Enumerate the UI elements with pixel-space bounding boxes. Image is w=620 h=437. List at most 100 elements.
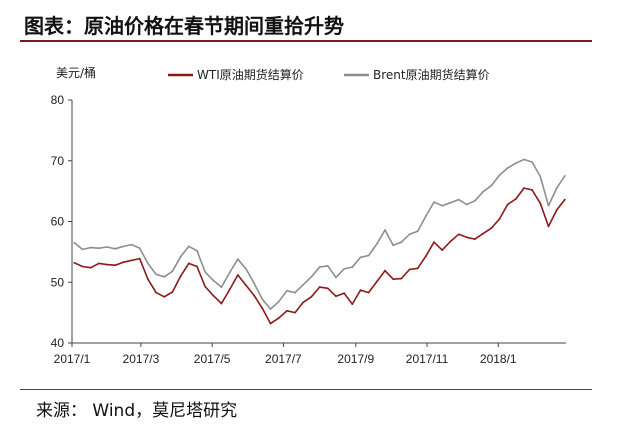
data-point: [98, 247, 100, 250]
y-axis-unit-label: 美元/桶: [56, 65, 96, 80]
data-point: [425, 255, 427, 257]
data-point: [457, 198, 460, 201]
data-point: [286, 289, 288, 292]
data-point: [106, 246, 108, 248]
x-tick-label: 2017/11: [406, 352, 449, 366]
data-point: [335, 295, 337, 298]
data-point: [147, 262, 149, 265]
data-point: [114, 264, 117, 267]
data-point: [261, 298, 264, 301]
data-point: [449, 201, 452, 204]
data-point: [555, 187, 558, 190]
data-point: [228, 288, 231, 291]
data-point: [261, 307, 264, 310]
data-point: [441, 204, 444, 207]
data-point: [490, 184, 493, 187]
data-point: [204, 271, 207, 273]
x-tick-label: 2017/7: [265, 352, 302, 366]
data-point: [245, 268, 247, 270]
series-layer: [73, 158, 566, 325]
data-point: [416, 267, 419, 270]
x-tick-label: 2018/1: [480, 352, 517, 366]
data-point: [204, 285, 207, 288]
data-point: [547, 225, 550, 228]
y-tick-label: 60: [51, 215, 65, 229]
x-tick-label: 2017/5: [194, 352, 231, 366]
data-point: [220, 302, 223, 305]
data-point: [147, 278, 149, 281]
data-point: [196, 249, 198, 252]
y-tick-label: 70: [51, 154, 65, 168]
data-point: [179, 275, 182, 278]
data-point: [253, 294, 256, 297]
data-point: [449, 240, 452, 243]
data-point: [73, 241, 76, 244]
data-point: [482, 190, 484, 193]
data-point: [73, 261, 76, 264]
data-point: [490, 227, 493, 230]
data-point: [286, 309, 288, 312]
data-point: [187, 245, 190, 248]
data-point: [408, 268, 411, 271]
data-point: [318, 266, 321, 268]
data-point: [375, 243, 378, 245]
data-point: [98, 262, 100, 265]
data-point: [416, 230, 419, 233]
legend-label-0: WTI原油期货结算价: [197, 67, 304, 82]
series-1: [73, 158, 566, 310]
data-point: [294, 291, 296, 294]
axes: 40 50 60 70 80 2017/1 2017/3 2017/5 2017/7 2017/9…: [51, 93, 566, 366]
data-point: [539, 175, 542, 178]
data-point: [228, 271, 231, 274]
x-tick-label: 2017/1: [54, 352, 91, 366]
data-point: [138, 247, 141, 250]
data-point: [474, 238, 476, 241]
data-point: [106, 263, 108, 266]
data-point: [474, 199, 476, 202]
data-point: [318, 286, 321, 288]
data-point: [392, 278, 395, 281]
data-point: [245, 284, 247, 287]
data-point: [539, 202, 542, 205]
data-point: [163, 275, 166, 278]
data-point: [433, 201, 435, 204]
page-title: 图表：原油价格在春节期间重拾升势: [24, 14, 344, 38]
data-point: [457, 233, 460, 236]
data-point: [130, 259, 133, 262]
data-point: [425, 215, 427, 217]
data-point: [400, 241, 403, 244]
data-point: [179, 255, 182, 258]
series-0: [73, 187, 566, 325]
x-tick-label: 2017/9: [337, 352, 374, 366]
data-point: [359, 256, 362, 259]
data-point: [482, 232, 484, 235]
data-point: [531, 161, 533, 163]
data-point: [138, 257, 141, 260]
data-point: [220, 286, 223, 288]
title-bar: 图表：原油价格在春节期间重拾升势: [20, 6, 592, 42]
data-point: [506, 167, 509, 169]
data-point: [130, 243, 133, 246]
data-point: [89, 246, 92, 249]
data-point: [212, 279, 215, 282]
data-point: [433, 241, 435, 244]
y-tick-label: 80: [51, 93, 65, 107]
data-point: [547, 204, 550, 207]
data-point: [326, 287, 329, 290]
data-point: [302, 283, 305, 286]
data-point: [302, 301, 305, 304]
data-point: [236, 274, 239, 276]
data-point: [408, 233, 411, 236]
data-point: [277, 300, 280, 303]
data-point: [343, 268, 345, 270]
data-point: [465, 203, 468, 206]
data-point: [523, 187, 525, 190]
data-point: [506, 203, 509, 206]
data-point: [236, 258, 239, 261]
footer-divider: [20, 389, 592, 390]
data-point: [384, 229, 386, 231]
data-point: [384, 269, 386, 272]
x-tick-label: 2017/3: [123, 352, 160, 366]
